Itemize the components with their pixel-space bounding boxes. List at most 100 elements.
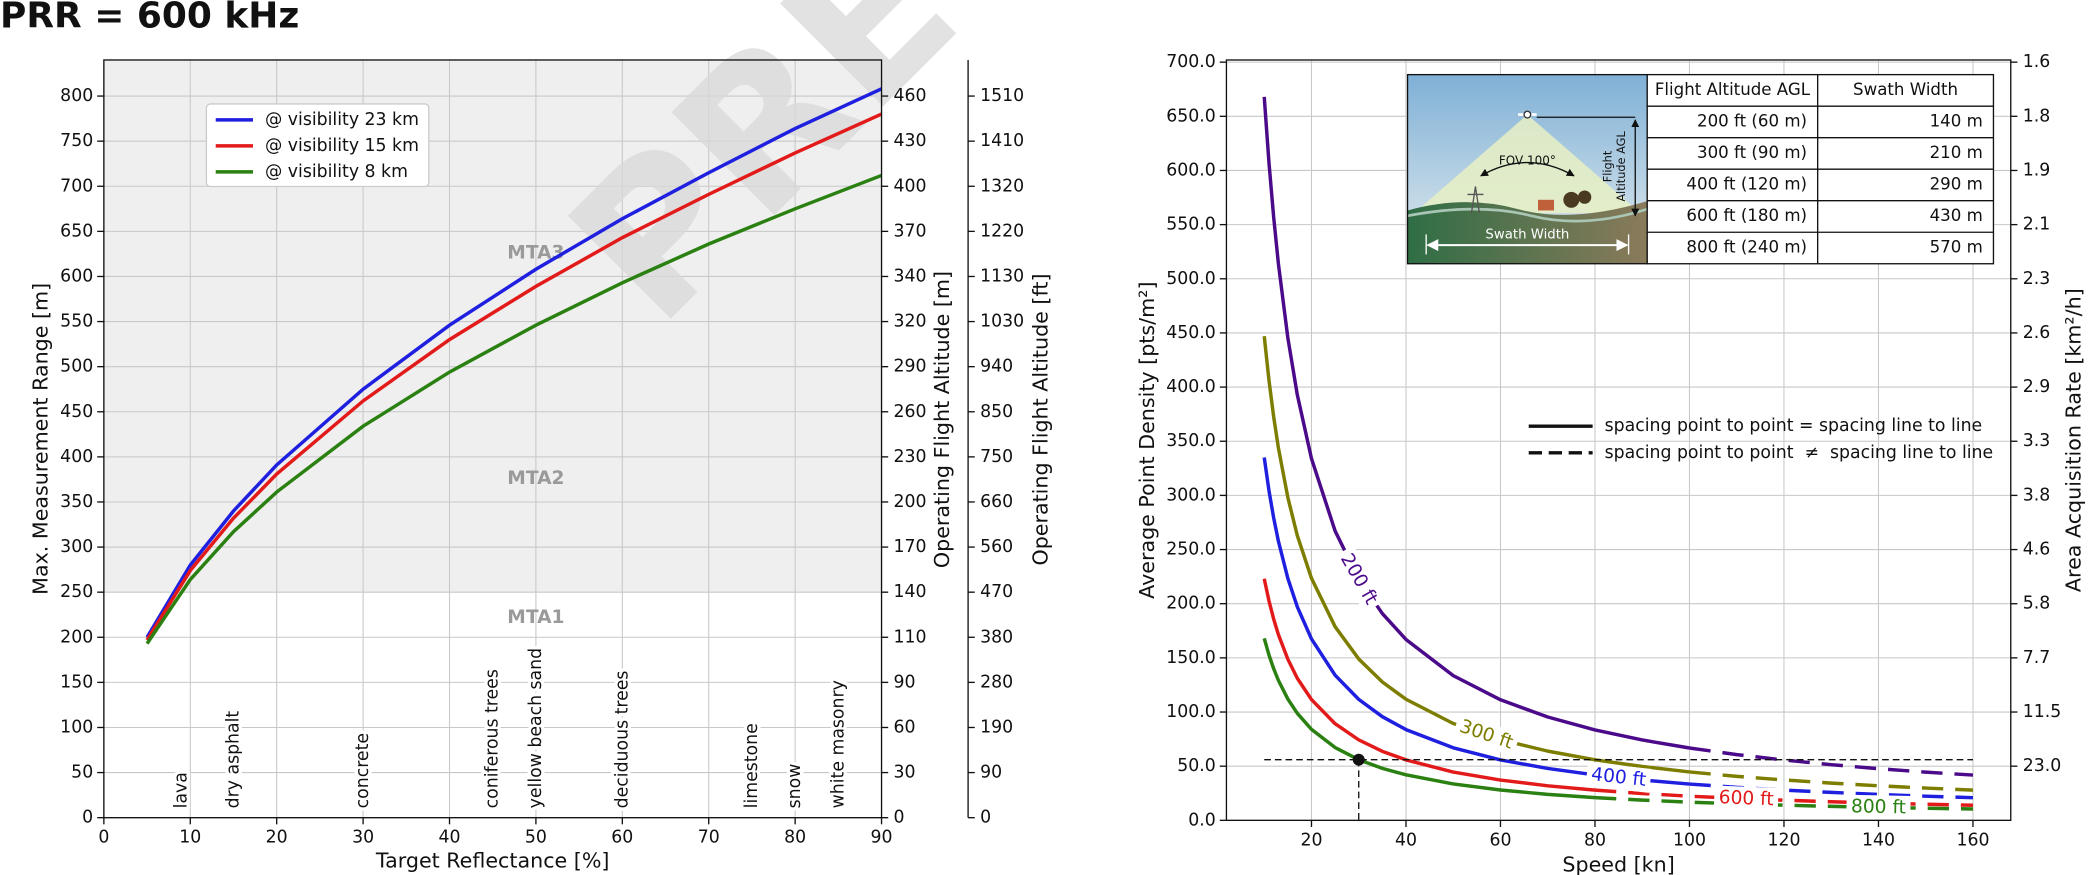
y2-tick-label: 750 xyxy=(980,447,1013,467)
y-axis-label: Max. Measurement Range [m] xyxy=(28,283,52,595)
y-tick-label: 250.0 xyxy=(1166,540,1216,560)
x-tick-label: 70 xyxy=(698,828,720,848)
series-line-dashed xyxy=(1689,770,1974,792)
table-cell: 290 m xyxy=(1930,174,1983,193)
y-tick-label: 300.0 xyxy=(1166,485,1216,505)
table-cell: 210 m xyxy=(1930,143,1983,162)
y-tick-label: 400 xyxy=(60,447,93,467)
y2-tick-label: 2.6 xyxy=(2023,323,2051,343)
table-cell: 570 m xyxy=(1930,237,1983,256)
x-axis-label: Target Reflectance [%] xyxy=(375,849,610,873)
y2-tick-label: 2.3 xyxy=(2023,269,2051,289)
y2-tick-label: 460 xyxy=(894,86,927,106)
y2-tick-label: 5.8 xyxy=(2023,594,2051,614)
table-header: Swath Width xyxy=(1853,80,1958,99)
material-label: yellow beach sand xyxy=(526,648,546,808)
y3-axis-label: Operating Flight Altitude [ft] xyxy=(1028,273,1052,565)
y2-tick-label: 23.0 xyxy=(2023,756,2062,776)
y2-tick-label: 380 xyxy=(980,627,1013,647)
x-tick-label: 40 xyxy=(1395,830,1417,850)
y-tick-label: 500.0 xyxy=(1166,269,1216,289)
y-tick-label: 600.0 xyxy=(1166,160,1216,180)
table-cell: 140 m xyxy=(1930,111,1983,130)
y2-tick-label: 0 xyxy=(980,808,991,828)
y2-tick-label: 7.7 xyxy=(2023,648,2051,668)
tree xyxy=(1577,190,1592,204)
x-tick-label: 0 xyxy=(98,828,109,848)
y2-tick-label: 1220 xyxy=(980,221,1024,241)
y2-tick-label: 400 xyxy=(894,176,927,196)
y-tick-label: 50 xyxy=(71,763,93,783)
plot-frame xyxy=(103,59,883,819)
material-label: concrete xyxy=(353,733,373,808)
plots: 0 10 20 30 40 50 60 70 80 90050100150200250300350… xyxy=(28,0,2085,875)
y2-tick-label: 320 xyxy=(894,312,927,332)
curve-label-gap xyxy=(1332,545,1385,613)
y2-tick-label: 1130 xyxy=(980,266,1024,286)
plot-frame xyxy=(1225,59,2012,822)
x-axis-label: Speed [kn] xyxy=(1562,853,1674,875)
y2-tick-label: 30 xyxy=(894,763,916,783)
curve-label-gap xyxy=(1713,785,1779,812)
material-label: dry asphalt xyxy=(223,711,243,809)
table-cell: 800 ft (240 m) xyxy=(1686,237,1807,256)
legend-label: @ visibility 23 km xyxy=(265,110,419,130)
series-line-dashed xyxy=(1689,746,1974,777)
y-tick-label: 250 xyxy=(60,582,93,602)
y2-tick-label: 90 xyxy=(980,763,1002,783)
y-tick-label: 100.0 xyxy=(1166,702,1216,722)
zone-label: MTA3 xyxy=(507,243,564,264)
y2-tick-label: 260 xyxy=(894,402,927,422)
y-tick-label: 550.0 xyxy=(1166,215,1216,235)
table-cell: 430 m xyxy=(1930,206,1983,225)
legend-box xyxy=(205,103,430,188)
y-tick-label: 500 xyxy=(60,357,93,377)
y2-tick-label: 370 xyxy=(894,221,927,241)
curve-label: 600 ft xyxy=(1718,787,1774,810)
table-cell: 200 ft (60 m) xyxy=(1697,111,1807,130)
y2-tick-label: 280 xyxy=(980,672,1013,692)
y2-axis-label: Operating Flight Altitude [m] xyxy=(930,271,954,568)
table-cell: 600 ft (180 m) xyxy=(1686,206,1807,225)
material-label: white masonry xyxy=(828,680,848,808)
y2-tick-label: 90 xyxy=(894,672,916,692)
y-tick-label: 400.0 xyxy=(1166,377,1216,397)
zone-label: MTA2 xyxy=(507,468,564,489)
fov-arc xyxy=(1480,161,1575,177)
y2-tick-label: 850 xyxy=(980,402,1013,422)
series-line xyxy=(145,173,883,645)
y2-tick-label: 1.6 xyxy=(2023,52,2051,72)
y-tick-label: 200.0 xyxy=(1166,594,1216,614)
y-tick-label: 800 xyxy=(60,86,93,106)
legend-label: spacing point to point = spacing line to… xyxy=(1605,416,1983,436)
y-tick-label: 700.0 xyxy=(1166,52,1216,72)
y-tick-label: 100 xyxy=(60,717,93,737)
y2-tick-label: 290 xyxy=(894,357,927,377)
x-tick-label: 90 xyxy=(871,828,893,848)
pylon xyxy=(1467,186,1484,214)
zone-label: MTA1 xyxy=(507,607,564,628)
x-tick-label: 140 xyxy=(1862,830,1895,850)
material-label: lava xyxy=(172,772,192,808)
fov-label: FOV 100° xyxy=(1499,154,1556,168)
y2-tick-label: 3.3 xyxy=(2023,431,2051,451)
river xyxy=(1407,207,1648,223)
y2-tick-label: 110 xyxy=(894,627,927,647)
table-header: Flight Altitude AGL xyxy=(1655,80,1811,99)
y2-tick-label: 230 xyxy=(894,447,927,467)
y2-tick-label: 2.9 xyxy=(2023,377,2051,397)
altitude-label: Altitude AGL xyxy=(1615,131,1628,202)
y2-tick-label: 11.5 xyxy=(2023,702,2062,722)
y2-tick-label: 1.8 xyxy=(2023,106,2051,126)
series-line xyxy=(1262,457,1690,786)
table-cell: 300 ft (90 m) xyxy=(1697,143,1807,162)
y-tick-label: 150 xyxy=(60,672,93,692)
x-tick-label: 60 xyxy=(611,828,633,848)
legend-label: spacing point to point ≠ spacing line to… xyxy=(1605,443,1994,463)
y-tick-label: 450 xyxy=(60,402,93,422)
legend-label: @ visibility 8 km xyxy=(265,162,408,182)
table-cell: 400 ft (120 m) xyxy=(1686,174,1807,193)
reference-point xyxy=(1352,753,1365,766)
series-line xyxy=(1262,578,1596,792)
